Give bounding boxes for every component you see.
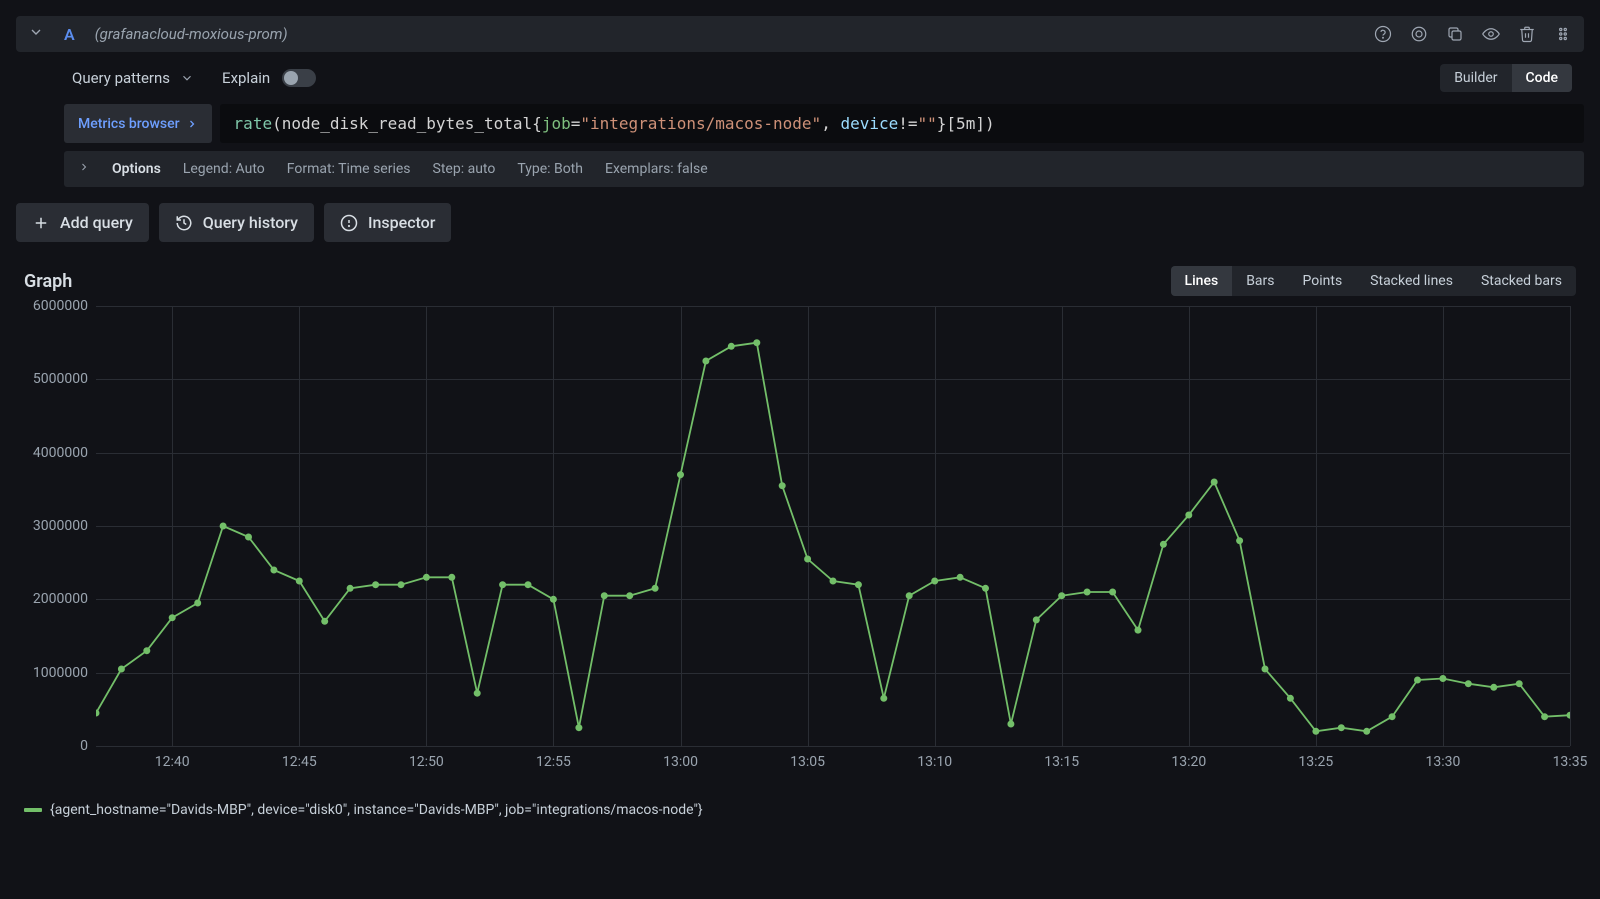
chart-area: 0100000020000003000000400000050000006000… [16, 306, 1584, 776]
help-icon[interactable] [1374, 25, 1392, 43]
option-step: Step: auto [433, 161, 496, 177]
collapse-query-icon[interactable] [28, 24, 44, 44]
viz-mode-bars[interactable]: Bars [1232, 266, 1288, 296]
inspector-label: Inspector [368, 213, 435, 232]
drag-handle-icon[interactable] [1554, 25, 1572, 43]
viz-mode-points[interactable]: Points [1289, 266, 1357, 296]
x-tick-label: 13:25 [1298, 754, 1333, 770]
trash-icon[interactable] [1518, 25, 1536, 43]
y-tick-label: 2000000 [33, 591, 88, 607]
query-header-row: A (grafanacloud-moxious-prom) [16, 16, 1584, 52]
query-header-actions [1374, 25, 1572, 43]
query-ref-letter[interactable]: A [58, 25, 81, 44]
promql-editor[interactable]: rate(node_disk_read_bytes_total{job="int… [220, 104, 1584, 143]
y-axis: 0100000020000003000000400000050000006000… [16, 306, 94, 746]
x-tick-label: 12:55 [536, 754, 571, 770]
viz-mode-stacked-bars[interactable]: Stacked bars [1467, 266, 1576, 296]
expand-options-icon[interactable] [78, 161, 90, 177]
datasource-name: (grafanacloud-moxious-prom) [95, 25, 288, 43]
x-tick-label: 12:40 [155, 754, 190, 770]
option-legend: Legend: Auto [183, 161, 265, 177]
y-tick-label: 3000000 [33, 518, 88, 534]
query-options-row: Options Legend: Auto Format: Time series… [64, 151, 1584, 187]
legend-swatch [24, 808, 42, 812]
viz-mode-stacked-lines[interactable]: Stacked lines [1356, 266, 1467, 296]
chart-legend[interactable]: {agent_hostname="Davids-MBP", device="di… [16, 776, 1584, 818]
builder-code-switch: Builder Code [1440, 64, 1572, 92]
eye-icon[interactable] [1482, 25, 1500, 43]
x-tick-label: 13:20 [1171, 754, 1206, 770]
y-tick-label: 5000000 [33, 371, 88, 387]
chart-plot[interactable]: 12:4012:4512:5012:5513:0013:0513:1013:15… [96, 306, 1570, 746]
inspector-button[interactable]: Inspector [324, 203, 451, 242]
metrics-browser-button[interactable]: Metrics browser [64, 104, 212, 143]
add-query-button[interactable]: Add query [16, 203, 149, 242]
target-icon[interactable] [1410, 25, 1428, 43]
query-patterns-dropdown[interactable]: Query patterns [72, 69, 194, 87]
graph-title: Graph [24, 271, 72, 292]
query-controls-row: Query patterns Explain Builder Code [16, 52, 1584, 104]
explain-toggle[interactable] [282, 69, 316, 87]
y-tick-label: 1000000 [33, 665, 88, 681]
x-tick-label: 13:05 [790, 754, 825, 770]
query-action-buttons: Add query Query history Inspector [16, 203, 1584, 242]
code-mode-button[interactable]: Code [1512, 64, 1572, 92]
explain-label: Explain [222, 69, 270, 87]
options-label[interactable]: Options [112, 161, 161, 177]
graph-panel: Graph LinesBarsPointsStacked linesStacke… [16, 266, 1584, 818]
viz-mode-switch: LinesBarsPointsStacked linesStacked bars [1171, 266, 1576, 296]
x-tick-label: 12:45 [282, 754, 317, 770]
x-tick-label: 13:30 [1425, 754, 1460, 770]
x-tick-label: 13:15 [1044, 754, 1079, 770]
metrics-browser-label: Metrics browser [78, 116, 180, 132]
y-tick-label: 4000000 [33, 445, 88, 461]
x-tick-label: 13:10 [917, 754, 952, 770]
query-history-label: Query history [203, 213, 298, 232]
option-format: Format: Time series [287, 161, 411, 177]
x-tick-label: 13:35 [1553, 754, 1588, 770]
copy-icon[interactable] [1446, 25, 1464, 43]
x-tick-label: 12:50 [409, 754, 444, 770]
add-query-label: Add query [60, 213, 133, 232]
viz-mode-lines[interactable]: Lines [1171, 266, 1233, 296]
y-tick-label: 6000000 [33, 298, 88, 314]
query-history-button[interactable]: Query history [159, 203, 314, 242]
option-exemplars: Exemplars: false [605, 161, 708, 177]
query-editor-row: Metrics browser rate(node_disk_read_byte… [16, 104, 1584, 143]
query-patterns-label: Query patterns [72, 69, 170, 87]
x-tick-label: 13:00 [663, 754, 698, 770]
legend-text: {agent_hostname="Davids-MBP", device="di… [50, 802, 703, 818]
builder-mode-button[interactable]: Builder [1440, 64, 1511, 92]
option-type: Type: Both [517, 161, 583, 177]
y-tick-label: 0 [80, 738, 88, 754]
